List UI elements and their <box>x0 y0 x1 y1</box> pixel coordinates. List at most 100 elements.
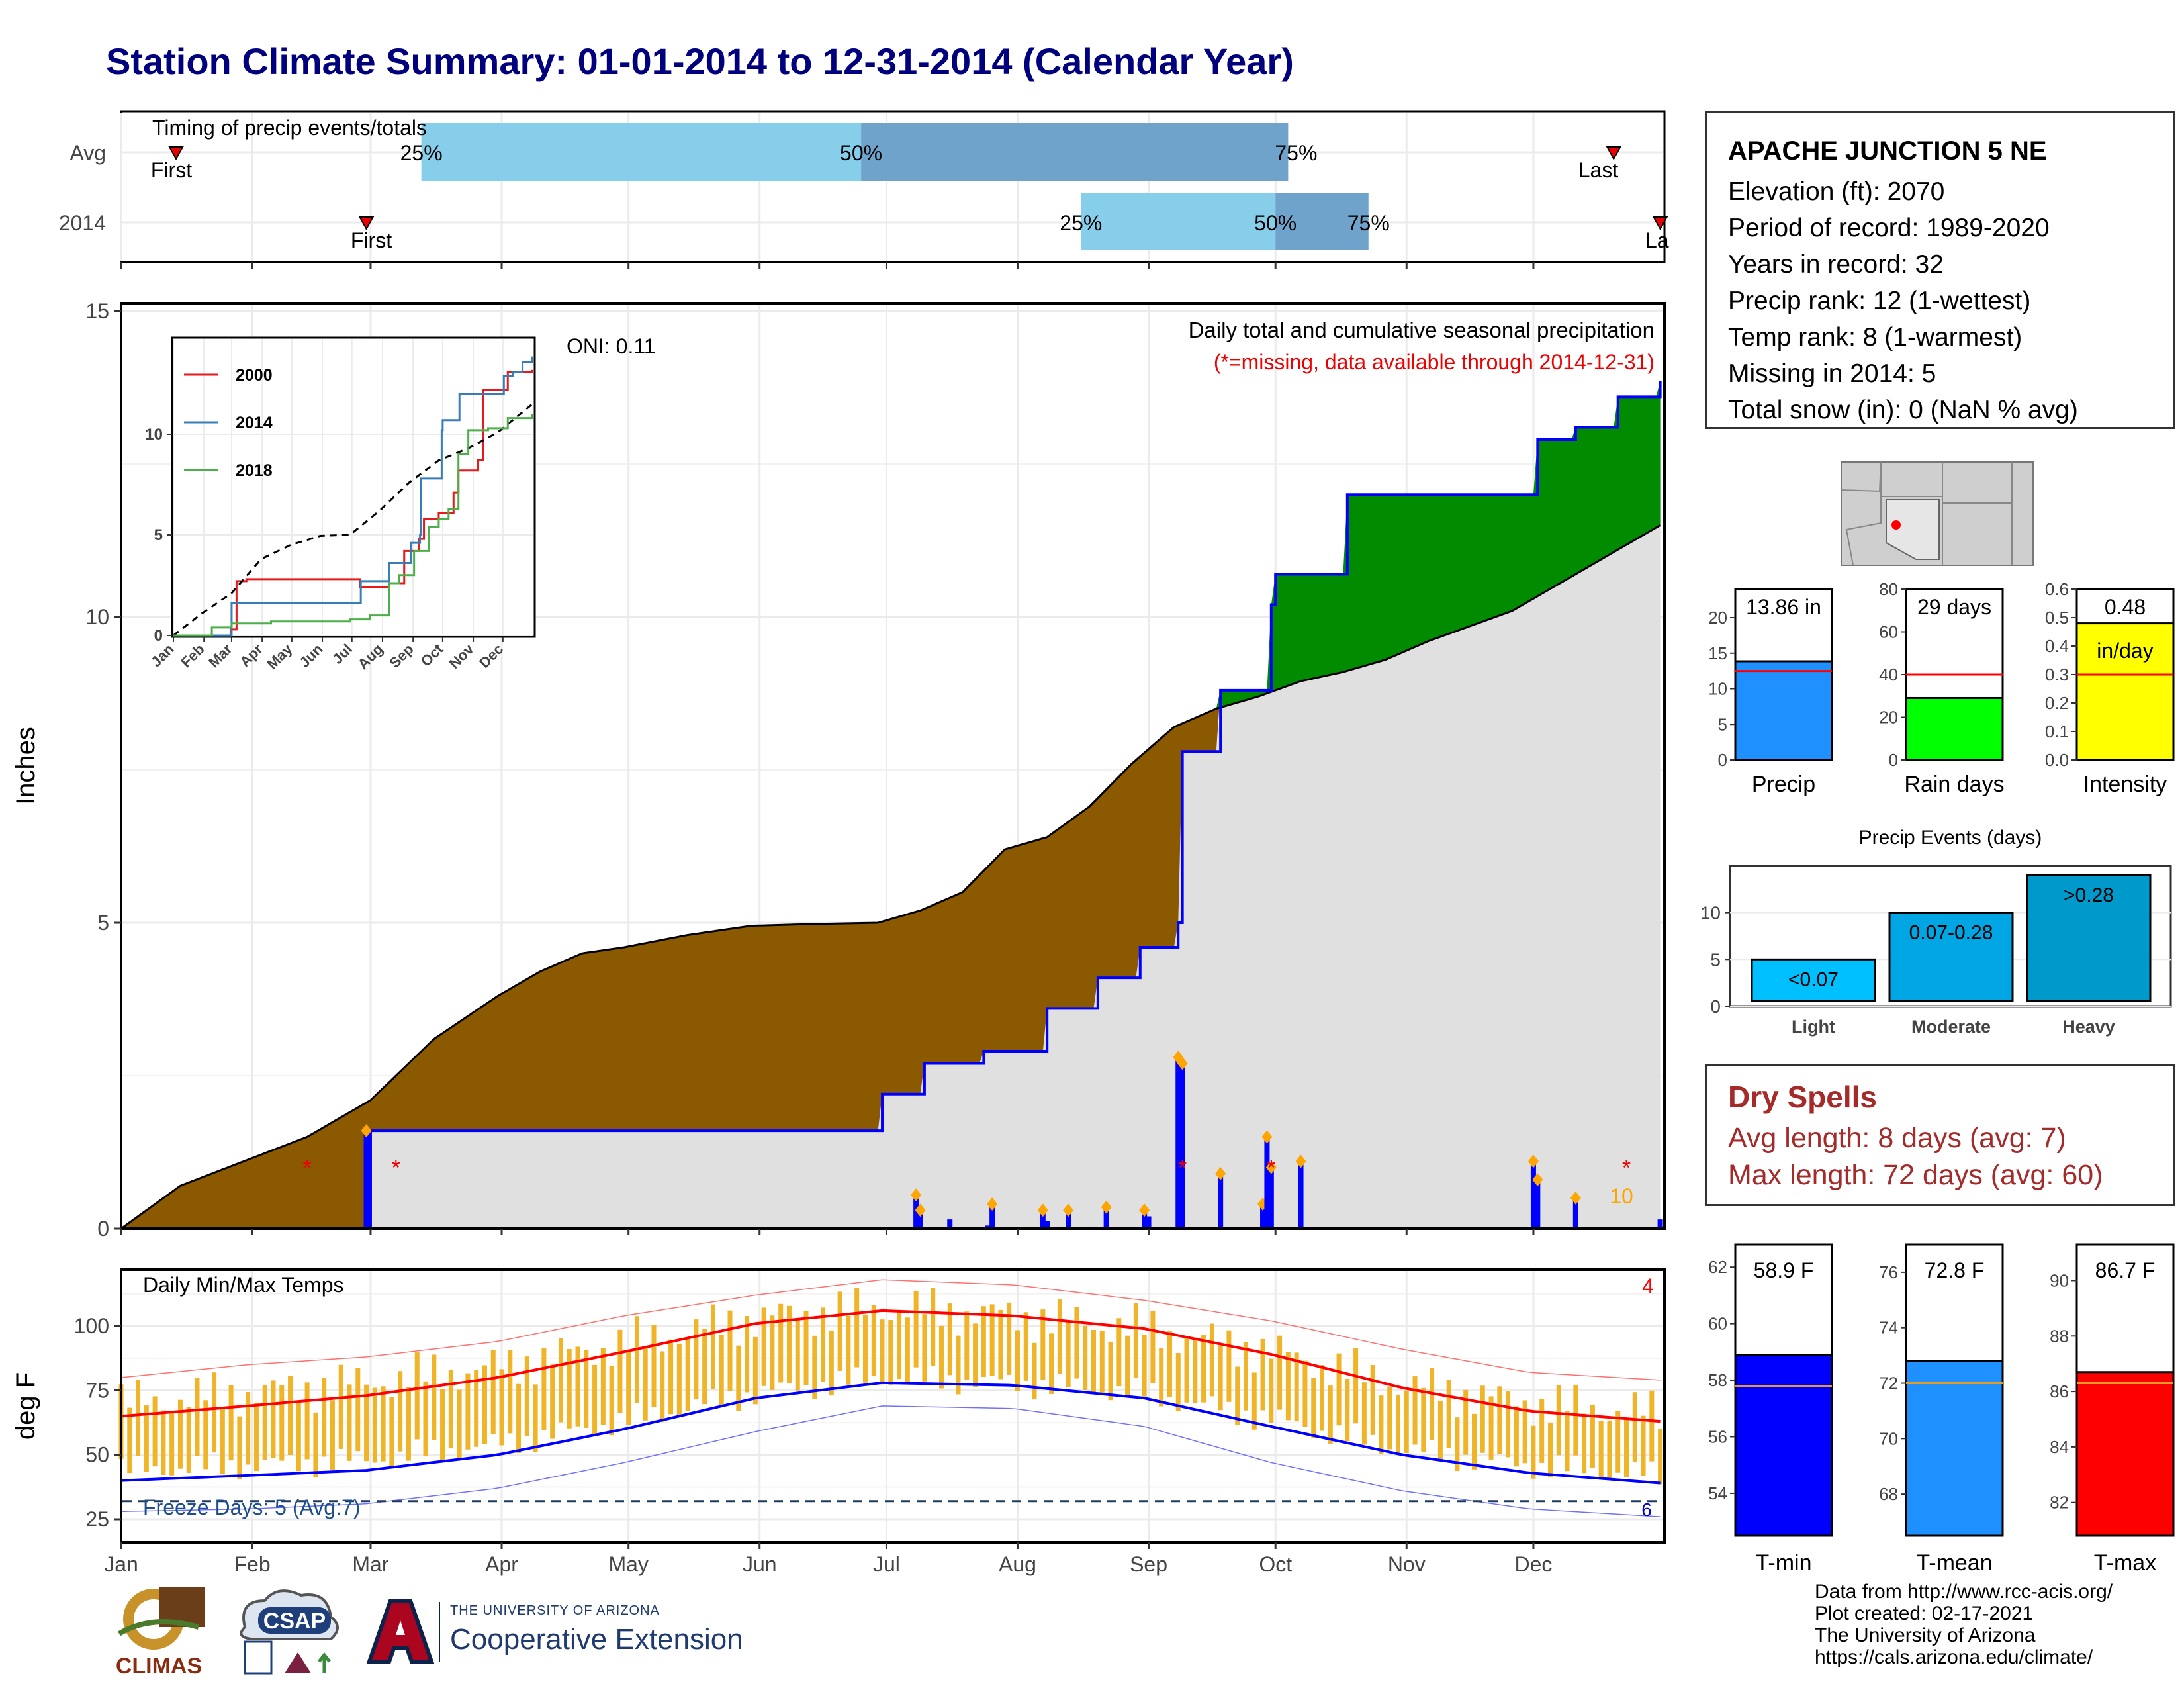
main-subtitle: Daily total and cumulative seasonal prec… <box>1189 318 1655 342</box>
station-years: Years in record: 32 <box>1728 250 1944 279</box>
events-bar-heavy <box>2026 874 2152 1002</box>
daily-temp-range-bar <box>634 1316 639 1403</box>
daily-temp-range-bar <box>1218 1345 1223 1411</box>
daily-temp-range-bar <box>880 1319 885 1385</box>
daily-precip-bar <box>917 1210 923 1229</box>
daily-temp-range-bar <box>1531 1425 1536 1479</box>
month-tick-label: Sep <box>1130 1552 1167 1576</box>
timing-year-75-label: 75% <box>1347 211 1390 235</box>
mini-bar-value-unit: in/day <box>2097 639 2153 663</box>
daily-temp-range-bar <box>508 1350 513 1434</box>
main-plot-frame <box>120 302 1666 1230</box>
month-tick-label: May <box>608 1552 648 1576</box>
freeze-end-label: 6 <box>1641 1499 1652 1520</box>
daily-temp-range-bar <box>998 1309 1003 1380</box>
daily-temp-range-bar <box>964 1311 970 1380</box>
daily-temp-range-bar <box>1361 1382 1367 1445</box>
daily-temp-range-bar <box>271 1380 276 1458</box>
daily-precip-bar <box>1298 1161 1304 1229</box>
daily-temp-range-bar <box>228 1385 234 1461</box>
daily-temp-range-bar <box>1049 1333 1054 1394</box>
daily-temp-range-bar <box>1007 1302 1012 1375</box>
daily-temp-range-bar <box>812 1335 817 1399</box>
daily-temp-range-bar <box>499 1369 504 1446</box>
record-max-temp-line <box>120 1279 1661 1381</box>
timing-avg-25-label: 25% <box>400 141 443 165</box>
daily-temp-range-bar <box>617 1329 623 1413</box>
daily-precip-bar <box>1040 1210 1046 1229</box>
station-period: Period of record: 1989-2020 <box>1728 214 2050 242</box>
daily-temp-range-bar <box>195 1378 200 1456</box>
daily-temp-range-bar <box>1395 1394 1400 1455</box>
daily-precip-marker <box>1295 1154 1306 1168</box>
events-bar-label: >0.28 <box>2064 884 2114 906</box>
daily-temp-range-bar <box>947 1303 952 1376</box>
daily-temp-range-bar <box>1294 1352 1299 1422</box>
daily-temp-range-bar <box>1565 1411 1570 1472</box>
daily-temp-range-bar <box>1023 1312 1028 1381</box>
temp-count-label: 4 <box>1642 1274 1654 1298</box>
daily-temp-range-bar <box>676 1343 682 1416</box>
mini-bar-ytick-label: 0.1 <box>2045 722 2069 741</box>
daily-precip-marker <box>915 1203 926 1217</box>
daily-temp-range-bar <box>931 1288 936 1366</box>
mini-bar-2 <box>2075 622 2175 761</box>
main-ytick-label: 5 <box>97 911 109 935</box>
daily-temp-range-bar <box>1116 1318 1122 1387</box>
daily-temp-range-bar <box>1455 1417 1460 1472</box>
temp-ytick-label: 25 <box>85 1507 109 1531</box>
daily-temp-range-bar <box>1412 1376 1418 1445</box>
temp-summary-ytick-label: 62 <box>1708 1257 1727 1277</box>
daily-temp-range-bar <box>854 1288 860 1368</box>
daily-temp-range-bar <box>752 1336 758 1405</box>
mini-bar-ytick-label: 20 <box>1879 708 1898 727</box>
daily-temp-range-bar <box>338 1364 343 1449</box>
daily-temp-range-bar <box>1251 1372 1257 1430</box>
daily-temp-range-bar <box>567 1349 572 1429</box>
daily-precip-bar <box>363 1131 369 1229</box>
daily-temp-range-bar <box>643 1346 648 1421</box>
timing-year-first-marker <box>358 216 375 231</box>
credit-date: Plot created: 02-17-2021 <box>1815 1603 2034 1624</box>
missing-day-marker: * <box>1622 1156 1631 1181</box>
main-ytick-label: 0 <box>97 1217 109 1241</box>
month-tick-label: Aug <box>999 1552 1036 1576</box>
daily-temp-range-bar <box>1167 1331 1172 1397</box>
daily-temp-range-bar <box>161 1410 166 1476</box>
daily-temp-range-bar <box>253 1402 259 1472</box>
temp-summary-ytick-label: 90 <box>2050 1270 2069 1290</box>
mini-bar-ytick-label: 20 <box>1708 608 1727 628</box>
mini-bar-ytick-label: 0 <box>1889 750 1898 770</box>
daily-temp-range-bar <box>313 1412 318 1477</box>
events-bar-light <box>1751 958 1876 1002</box>
daily-temp-range-bar <box>279 1385 285 1461</box>
timing-avg-first-marker <box>168 146 184 161</box>
daily-temp-range-bar <box>1353 1348 1359 1424</box>
daily-temp-range-bar <box>1623 1417 1629 1477</box>
month-tick-label: Mar <box>352 1552 388 1576</box>
svg-text:CSAP: CSAP <box>263 1609 326 1634</box>
daily-temp-range-bar <box>1311 1378 1316 1438</box>
daily-temp-range-bar <box>1285 1352 1291 1421</box>
credit-url: https://cals.arizona.edu/climate/ <box>1815 1646 2093 1668</box>
mini-bar-ytick-label: 0.5 <box>2045 608 2069 628</box>
timing-last-avg: Last <box>1578 158 1619 182</box>
timing-avg-last-marker <box>1606 146 1622 161</box>
freeze-days-label: Freeze Days: 5 (Avg:7) <box>143 1495 360 1519</box>
daily-temp-range-bar <box>736 1345 741 1411</box>
mini-bar-ytick-label: 0.0 <box>2045 750 2069 770</box>
inset-frame <box>171 336 536 638</box>
daily-temp-range-bar <box>1066 1321 1071 1387</box>
daily-temp-range-bar <box>541 1348 547 1430</box>
inset-legend-label: 2018 <box>236 461 273 480</box>
events-category-label: Heavy <box>2062 1017 2115 1037</box>
dry-spells-max: Max length: 72 days (avg: 60) <box>1728 1159 2103 1191</box>
daily-temp-range-bar <box>398 1371 403 1452</box>
missing-day-marker: * <box>392 1156 400 1181</box>
temp-summary-ytick-label: 88 <box>2050 1326 2069 1346</box>
daily-temp-range-bar <box>465 1373 471 1450</box>
events-bar-label: 0.07-0.28 <box>1909 922 1993 944</box>
temp-summary-ytick-label: 70 <box>1879 1429 1898 1448</box>
